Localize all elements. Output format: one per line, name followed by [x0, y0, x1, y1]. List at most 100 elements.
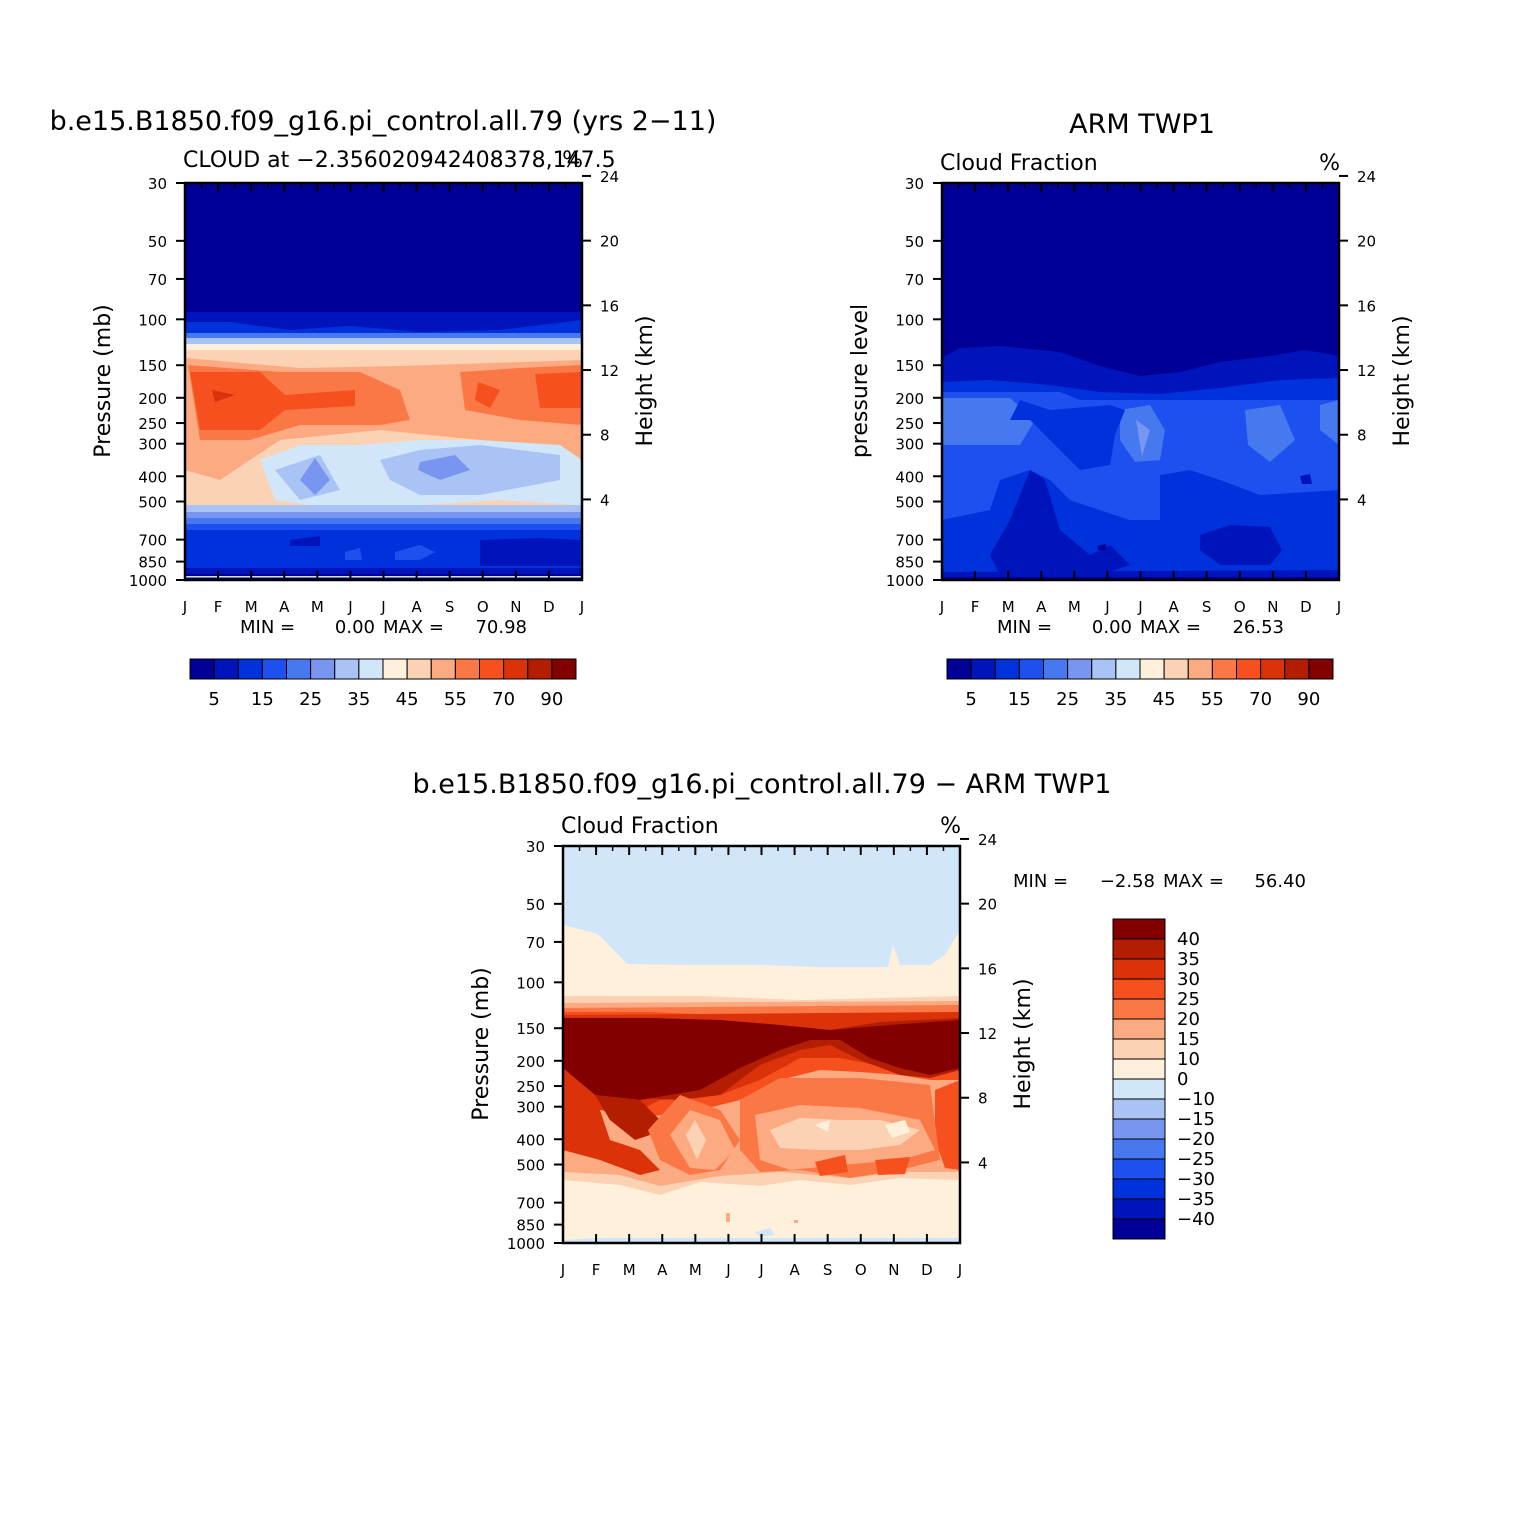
- colorbar-swatch: [1112, 918, 1166, 940]
- colorbar-swatch: [1112, 1018, 1166, 1040]
- month-tick-label: N: [888, 1261, 899, 1279]
- obs-ylabel-right: Height (km): [1390, 315, 1415, 446]
- month-tick-label: N: [510, 598, 521, 616]
- month-tick-label: J: [725, 1261, 730, 1279]
- diff-min-label: MIN =: [1013, 871, 1068, 892]
- colorbar-swatch: [1112, 1218, 1166, 1240]
- month-tick-label: J: [758, 1261, 763, 1279]
- pressure-tick-label: 700: [138, 532, 167, 550]
- month-tick-label: A: [411, 598, 422, 616]
- pressure-tick-label: 70: [526, 934, 545, 952]
- pressure-tick-label: 850: [895, 554, 924, 572]
- colorbar-label: 15: [1008, 689, 1031, 710]
- pressure-tick-label: 100: [138, 311, 167, 329]
- pressure-tick-label: 300: [138, 436, 167, 454]
- month-tick-label: A: [657, 1261, 668, 1279]
- colorbar-swatch: [1112, 958, 1166, 980]
- colorbar-swatch: [527, 658, 553, 680]
- colorbar-swatch: [1260, 658, 1286, 680]
- colorbar-swatch: [1139, 658, 1165, 680]
- height-tick-label: 12: [1357, 362, 1376, 380]
- month-tick-label: J: [347, 598, 352, 616]
- colorbar-swatch: [1163, 658, 1189, 680]
- month-tick-label: J: [1104, 598, 1109, 616]
- pressure-tick-label: 50: [526, 896, 545, 914]
- obs-max-label: MAX =: [1140, 617, 1201, 638]
- pressure-tick-label: 250: [895, 415, 924, 433]
- colorbar-swatch: [1236, 658, 1262, 680]
- colorbar-swatch: [454, 658, 480, 680]
- colorbar-swatch: [1091, 658, 1117, 680]
- colorbar-label: 35: [1104, 689, 1127, 710]
- obs-units: %: [1319, 151, 1340, 176]
- month-tick-label: M: [689, 1261, 702, 1279]
- colorbar-swatch: [213, 658, 239, 680]
- pressure-tick-label: 200: [138, 390, 167, 408]
- pressure-tick-label: 100: [516, 974, 545, 992]
- height-tick-label: 24: [600, 168, 619, 186]
- colorbar-label: −15: [1177, 1109, 1215, 1130]
- colorbar-label: 30: [1177, 969, 1200, 990]
- colorbar-label: 45: [1153, 689, 1176, 710]
- model-max-value: 70.98: [475, 617, 527, 638]
- height-tick-label: 12: [978, 1025, 997, 1043]
- height-tick-label: 24: [1357, 168, 1376, 186]
- height-tick-label: 20: [978, 896, 997, 914]
- pressure-tick-label: 500: [516, 1157, 545, 1175]
- obs-axis-ticks: J F M A M J J A S O N D J 30 50 70 100 150 200 250 300 400 500…: [886, 168, 1376, 616]
- height-tick-label: 20: [600, 233, 619, 251]
- pressure-tick-label: 50: [148, 233, 167, 251]
- month-tick-label: F: [214, 598, 223, 616]
- diff-contours: [563, 846, 960, 1243]
- month-tick-label: O: [477, 598, 489, 616]
- colorbar-label: 90: [1297, 689, 1320, 710]
- colorbar-swatch: [970, 658, 996, 680]
- colorbar-label: 25: [1177, 989, 1200, 1010]
- colorbar-swatch: [503, 658, 529, 680]
- colorbar-swatch: [1112, 998, 1166, 1020]
- colorbar-swatch: [994, 658, 1020, 680]
- pressure-tick-label: 1000: [886, 572, 924, 590]
- colorbar-swatch: [430, 658, 456, 680]
- month-tick-label: J: [182, 598, 187, 616]
- model-axis-ticks: J F M A M J J A S O N D J 30 50 70 100 150 200 250 300 400 500…: [129, 168, 619, 616]
- diff-min-value: −2.58: [1100, 871, 1155, 892]
- height-tick-label: 4: [600, 491, 610, 509]
- colorbar-swatch: [237, 658, 263, 680]
- height-tick-label: 8: [1357, 427, 1367, 445]
- colorbar-swatch: [1187, 658, 1213, 680]
- pressure-tick-label: 850: [138, 554, 167, 572]
- model-title: b.e15.B1850.f09_g16.pi_control.all.79 (y…: [50, 106, 717, 137]
- pressure-tick-label: 400: [138, 468, 167, 486]
- colorbar-swatch: [334, 658, 360, 680]
- pressure-tick-label: 200: [516, 1053, 545, 1071]
- month-tick-label: S: [445, 598, 455, 616]
- month-tick-label: O: [1234, 598, 1246, 616]
- colorbar-label: 15: [1177, 1029, 1200, 1050]
- model-max-label: MAX =: [383, 617, 444, 638]
- height-tick-label: 24: [978, 831, 997, 849]
- colorbar-label: 55: [444, 689, 467, 710]
- pressure-tick-label: 50: [905, 233, 924, 251]
- month-tick-label: J: [560, 1261, 565, 1279]
- colorbar-label: 25: [299, 689, 322, 710]
- pressure-tick-label: 500: [138, 494, 167, 512]
- colorbar-label: −40: [1177, 1209, 1215, 1230]
- obs-title: ARM TWP1: [1069, 109, 1215, 140]
- pressure-tick-label: 500: [895, 494, 924, 512]
- diff-axis-ticks: J F M A M J J A S O N D J 30 50 70 100 150 200 250 300 400 500…: [507, 831, 997, 1279]
- pressure-tick-label: 30: [526, 838, 545, 856]
- diff-title: b.e15.B1850.f09_g16.pi_control.all.79 − …: [413, 769, 1112, 800]
- colorbar-swatch: [1115, 658, 1141, 680]
- pressure-tick-label: 300: [516, 1099, 545, 1117]
- month-tick-label: M: [311, 598, 324, 616]
- pressure-tick-label: 150: [516, 1020, 545, 1038]
- diff-units: %: [940, 814, 961, 839]
- colorbar-swatch: [551, 658, 577, 680]
- colorbar-label: 40: [1177, 929, 1200, 950]
- height-tick-label: 16: [600, 297, 619, 315]
- month-tick-label: A: [789, 1261, 800, 1279]
- colorbar-label: 0: [1177, 1069, 1188, 1090]
- pressure-tick-label: 250: [138, 415, 167, 433]
